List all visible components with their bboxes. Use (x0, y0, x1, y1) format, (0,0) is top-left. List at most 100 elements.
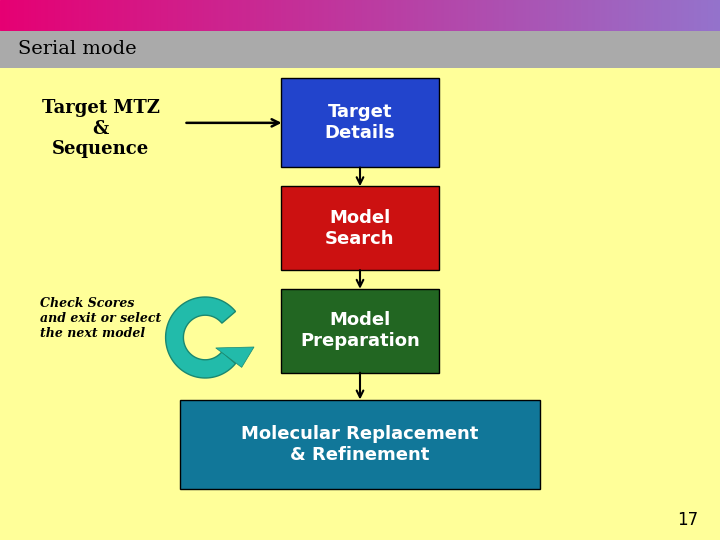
Bar (247, 0, 250, 30)
Bar (715, 0, 718, 30)
Bar (557, 0, 559, 30)
Bar (518, 0, 521, 30)
Bar (346, 0, 348, 30)
Bar (261, 0, 264, 30)
Bar (677, 0, 679, 30)
Bar (84, 0, 86, 30)
Bar (607, 0, 610, 30)
Text: Molecular Replacement
& Refinement: Molecular Replacement & Refinement (241, 425, 479, 463)
Bar (259, 0, 261, 30)
Bar (461, 0, 463, 30)
Bar (418, 0, 420, 30)
Bar (207, 0, 209, 30)
Bar (610, 0, 612, 30)
Bar (22, 0, 24, 30)
Bar (490, 0, 492, 30)
Bar (439, 0, 441, 30)
Bar (36, 0, 38, 30)
Bar (189, 0, 192, 30)
Bar (91, 0, 94, 30)
Bar (430, 0, 432, 30)
Bar (701, 0, 703, 30)
Bar (322, 0, 324, 30)
Text: Check Scores
and exit or select
the next model: Check Scores and exit or select the next… (40, 297, 161, 340)
Bar (387, 0, 389, 30)
Bar (391, 0, 394, 30)
Bar (60, 0, 63, 30)
Bar (653, 0, 655, 30)
Bar (300, 0, 302, 30)
Bar (588, 0, 590, 30)
Bar (571, 0, 574, 30)
Bar (230, 0, 233, 30)
Bar (454, 0, 456, 30)
Bar (513, 0, 516, 30)
Bar (127, 0, 130, 30)
Bar (446, 0, 449, 30)
Bar (485, 0, 487, 30)
Bar (660, 0, 662, 30)
FancyBboxPatch shape (281, 78, 439, 167)
Bar (125, 0, 127, 30)
Bar (151, 0, 153, 30)
Bar (194, 0, 197, 30)
Bar (113, 0, 115, 30)
Bar (341, 0, 343, 30)
Bar (216, 0, 218, 30)
Bar (583, 0, 585, 30)
Bar (521, 0, 523, 30)
Bar (646, 0, 648, 30)
Bar (182, 0, 185, 30)
Bar (89, 0, 91, 30)
Bar (271, 0, 274, 30)
Bar (636, 0, 639, 30)
Bar (264, 0, 266, 30)
Bar (358, 0, 360, 30)
Bar (48, 0, 50, 30)
Bar (199, 0, 202, 30)
Bar (238, 0, 240, 30)
Bar (487, 0, 490, 30)
Bar (29, 0, 31, 30)
Bar (257, 0, 259, 30)
Bar (374, 0, 377, 30)
Bar (499, 0, 502, 30)
Bar (466, 0, 468, 30)
Bar (540, 0, 542, 30)
Bar (698, 0, 701, 30)
Bar (317, 0, 319, 30)
Bar (449, 0, 451, 30)
Bar (187, 0, 189, 30)
Bar (283, 0, 286, 30)
Bar (41, 0, 43, 30)
Bar (670, 0, 672, 30)
Bar (34, 0, 36, 30)
Bar (58, 0, 60, 30)
Bar (528, 0, 531, 30)
Bar (593, 0, 595, 30)
Bar (631, 0, 634, 30)
Bar (202, 0, 204, 30)
Bar (96, 0, 99, 30)
Bar (482, 0, 485, 30)
Bar (382, 0, 384, 30)
Bar (365, 0, 367, 30)
Bar (403, 0, 405, 30)
Bar (360, 0, 362, 30)
Bar (621, 0, 624, 30)
Bar (326, 0, 329, 30)
Bar (394, 0, 396, 30)
Bar (542, 0, 545, 30)
Bar (650, 0, 653, 30)
Bar (45, 0, 48, 30)
Bar (279, 0, 281, 30)
Bar (305, 0, 307, 30)
Bar (614, 0, 617, 30)
Bar (425, 0, 427, 30)
Bar (24, 0, 27, 30)
Bar (81, 0, 84, 30)
Bar (240, 0, 243, 30)
Bar (497, 0, 499, 30)
Bar (31, 0, 34, 30)
Bar (509, 0, 511, 30)
